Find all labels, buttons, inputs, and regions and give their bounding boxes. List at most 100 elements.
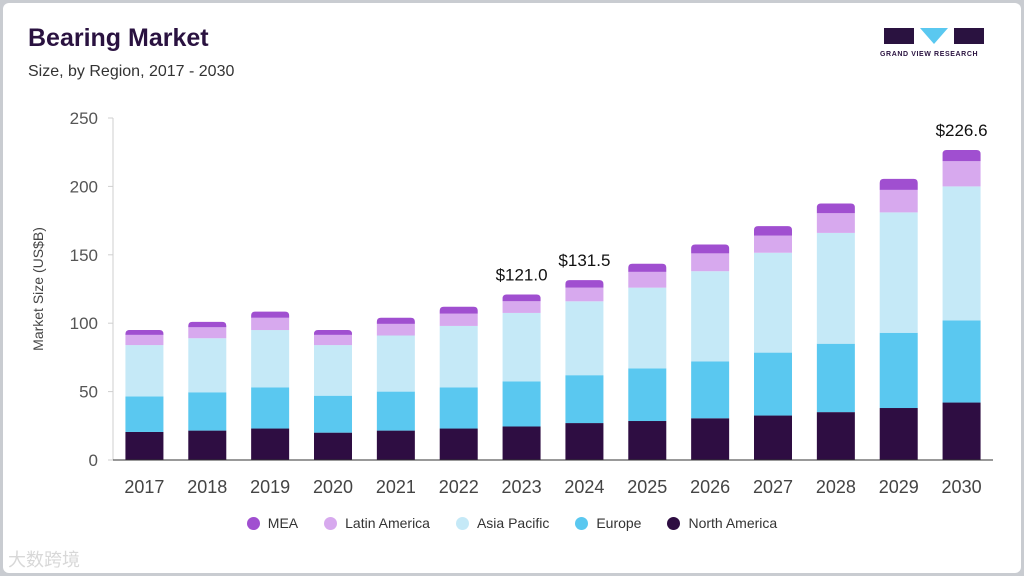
legend-swatch: [667, 516, 681, 530]
y-axis: 0 50 100 150 200 250 Market Size (US$B): [30, 109, 114, 470]
bar-segment-asia-pacific: [754, 252, 792, 353]
legend-label: MEA: [267, 515, 299, 531]
x-tick-label: 2022: [439, 477, 479, 497]
chart-title: Bearing Market: [28, 24, 209, 52]
bar-segment-latin-america: [188, 327, 227, 339]
bar-segment-asia-pacific: [188, 338, 227, 393]
legend-label: Asia Pacific: [476, 515, 550, 531]
bar-segment-asia-pacific: [376, 335, 415, 392]
bar-stack-2021: [376, 317, 415, 460]
y-tick-label: 250: [70, 109, 98, 128]
bar-segment-asia-pacific: [439, 325, 478, 388]
total-annotations: $121.0 $131.5 $226.6: [496, 121, 988, 284]
x-tick-label: 2029: [879, 477, 919, 497]
bar-segment-europe: [628, 368, 667, 422]
x-tick-label: 2023: [502, 477, 542, 497]
bar-segment-mea: [251, 311, 290, 318]
bar-segment-asia-pacific: [251, 330, 290, 388]
legend-item: Latin America: [324, 515, 430, 531]
bar-segment-north-america: [188, 430, 227, 460]
total-label: $131.5: [558, 251, 610, 270]
bar-segment-latin-america: [691, 253, 730, 272]
bar-stack-2028: [816, 203, 855, 460]
x-tick-label: 2024: [564, 477, 604, 497]
bar-segment-latin-america: [439, 313, 478, 326]
bar-segment-asia-pacific: [816, 232, 855, 344]
bar-segment-north-america: [251, 428, 290, 460]
bar-segment-north-america: [691, 418, 730, 460]
chart-subtitle: Size, by Region, 2017 - 2030: [28, 63, 235, 80]
bar-stack-2023: [502, 294, 541, 460]
bar-segment-europe: [188, 392, 227, 431]
x-tick-label: 2028: [816, 477, 856, 497]
bar-segment-latin-america: [314, 334, 352, 346]
bar-segment-mea: [376, 317, 415, 324]
bar-segment-north-america: [376, 430, 415, 460]
bar-segment-mea: [628, 263, 667, 272]
bar-segment-latin-america: [565, 287, 604, 302]
x-tick-label: 2018: [187, 477, 227, 497]
x-tick-label: 2027: [753, 477, 793, 497]
x-tick-label: 2021: [376, 477, 416, 497]
y-axis-label: Market Size (US$B): [30, 227, 46, 351]
legend-label: Europe: [596, 515, 642, 531]
bar-stack-2018: [188, 321, 227, 460]
bar-stack-2019: [251, 311, 290, 460]
bar-stack-2025: [628, 263, 667, 460]
bar-segment-north-america: [314, 432, 352, 460]
bar-segment-europe: [879, 332, 918, 409]
bar-segment-mea: [879, 178, 918, 190]
y-tick-label: 200: [70, 177, 98, 196]
bar-segment-mea: [439, 306, 478, 314]
bar-segment-europe: [565, 375, 604, 424]
bar-segment-mea: [942, 150, 981, 162]
legend-swatch: [246, 516, 260, 530]
bar-segment-latin-america: [251, 317, 290, 331]
bar-segment-latin-america: [628, 271, 667, 288]
legend-swatch: [575, 516, 589, 530]
legend-label: Latin America: [345, 515, 430, 531]
bar-stack-2026: [691, 244, 730, 460]
y-tick-label: 150: [70, 246, 98, 265]
bar-segment-asia-pacific: [314, 345, 352, 396]
bar-segment-europe: [314, 395, 352, 433]
x-tick-label: 2017: [124, 477, 164, 497]
bar-segment-latin-america: [879, 189, 918, 213]
bar-segment-north-america: [125, 431, 164, 460]
bar-segment-latin-america: [502, 301, 541, 313]
legend-label: North America: [688, 515, 778, 531]
bar-segment-north-america: [439, 428, 478, 460]
bar-segment-north-america: [754, 415, 792, 460]
legend-swatch: [324, 516, 338, 530]
stacked-bar-chart: 0 50 100 150 200 250 Market Size (US$B) 2017 20…: [30, 109, 993, 497]
legend-swatch: [455, 516, 469, 530]
x-tick-label: 2030: [942, 477, 982, 497]
bar-stack-2017: [125, 330, 164, 460]
y-tick-label: 50: [79, 383, 98, 402]
bar-segment-mea: [565, 280, 604, 288]
x-tick-label: 2026: [690, 477, 730, 497]
chart-legend: MEA Latin America Asia Pacific Europe North …: [0, 515, 1024, 531]
bar-segment-europe: [816, 343, 855, 413]
bar-segment-north-america: [628, 421, 667, 460]
bar-segment-latin-america: [754, 235, 792, 253]
y-tick-label: 0: [89, 451, 98, 470]
bar-segment-north-america: [565, 423, 604, 460]
bar-segment-europe: [439, 387, 478, 429]
total-label: $226.6: [936, 121, 988, 140]
bar-segment-latin-america: [125, 334, 164, 346]
logo-mark-icon: [884, 28, 984, 44]
bar-segment-mea: [188, 321, 227, 328]
bar-segment-europe: [691, 361, 730, 419]
y-tick-label: 100: [70, 314, 98, 333]
total-label: $121.0: [496, 265, 548, 284]
bar-segment-mea: [691, 244, 730, 254]
bar-stack-2022: [439, 306, 478, 460]
bar-segment-north-america: [502, 426, 541, 460]
bar-stack-2029: [879, 178, 918, 460]
bar-segment-europe: [251, 387, 290, 429]
bar-stack-2024: [565, 280, 604, 460]
bar-stack-2030: [942, 150, 981, 460]
bars: [125, 150, 981, 460]
x-tick-label: 2019: [250, 477, 290, 497]
